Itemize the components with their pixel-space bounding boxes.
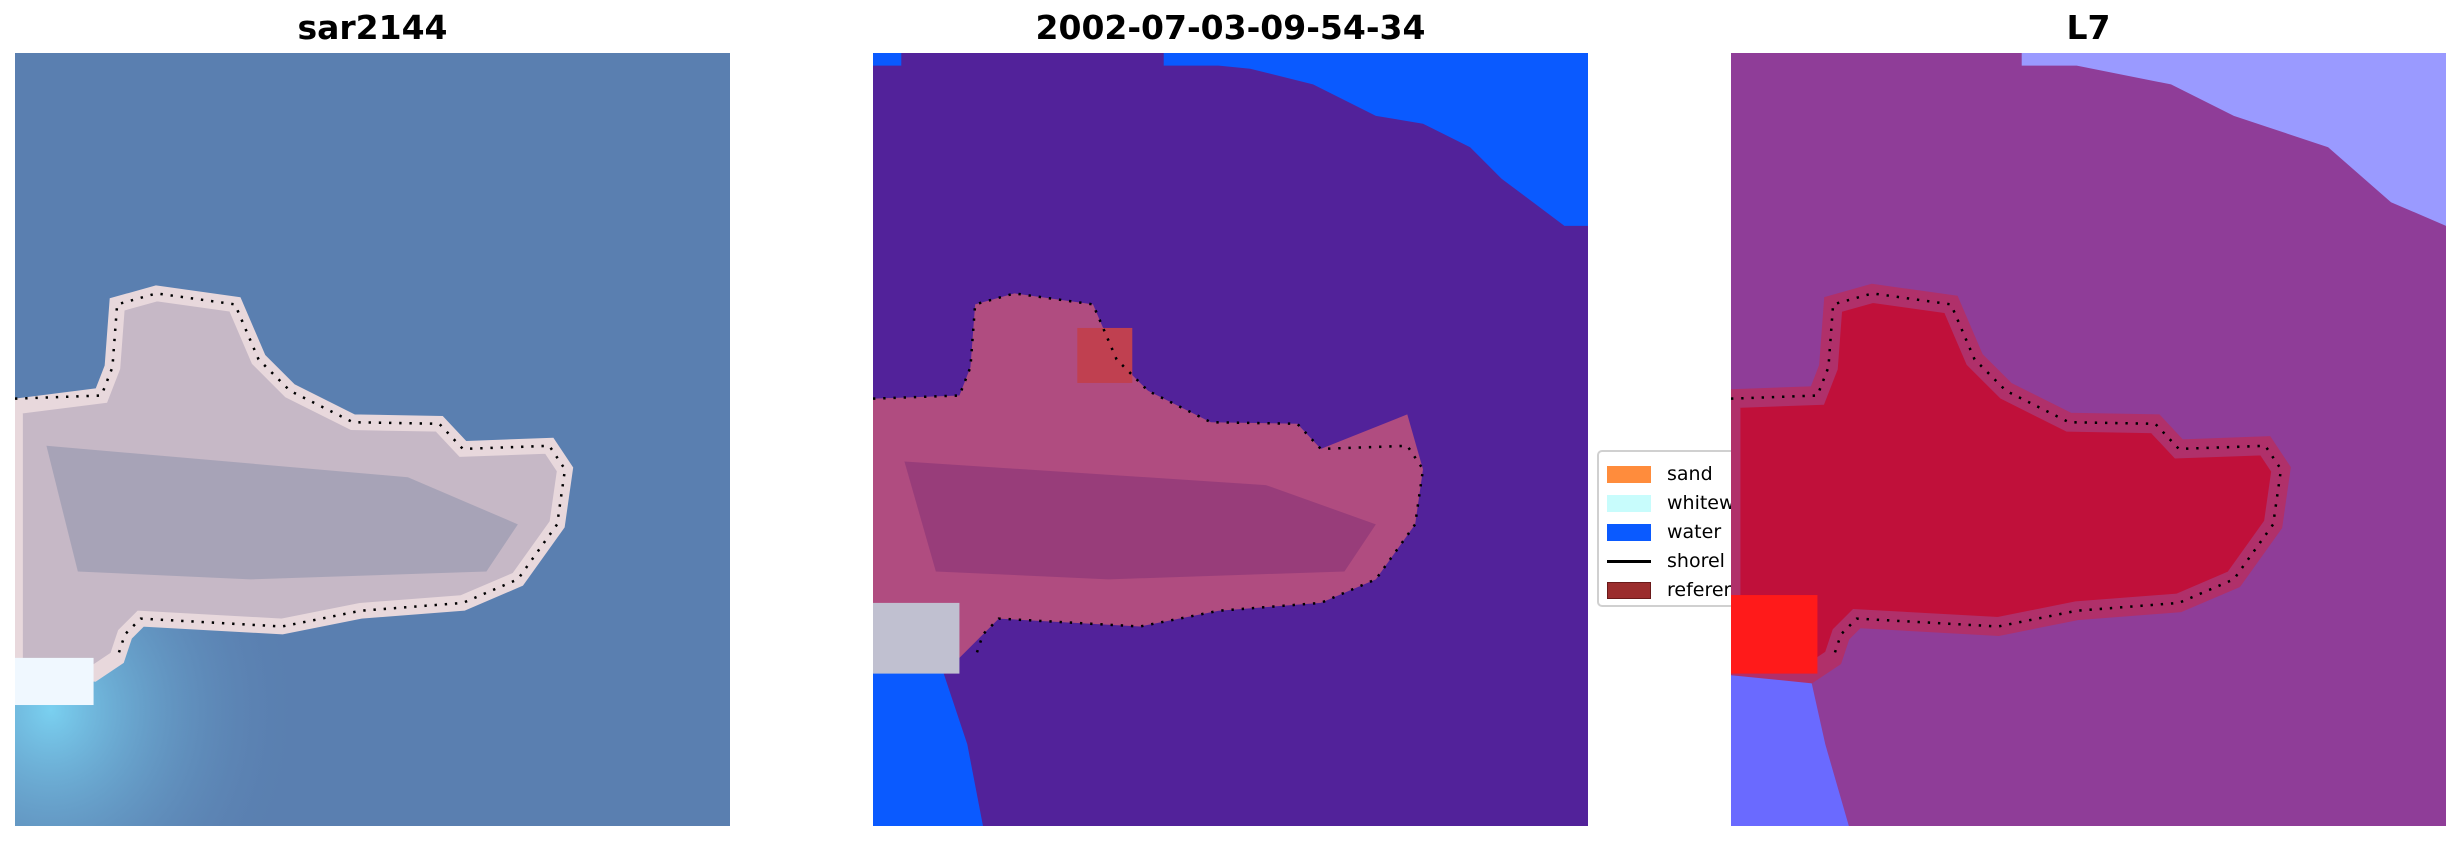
water-region — [2021, 53, 2446, 226]
legend-label: shorel — [1667, 550, 1725, 572]
probability-image-panel — [1731, 53, 2446, 826]
sand-swatch — [1607, 465, 1651, 483]
panel-title-classified: 2002-07-03-09-54-34 — [1035, 8, 1426, 47]
panel-title-rgb: sar2144 — [297, 8, 448, 47]
shoreline-swatch — [1607, 559, 1651, 563]
legend-item-shoreline: shorel — [1607, 549, 1725, 573]
legend-label: whitew — [1667, 492, 1735, 514]
legend-label: water — [1667, 521, 1722, 543]
legend-item-whitewater: whitew — [1607, 491, 1735, 515]
reference-swatch — [1607, 581, 1651, 599]
legend-item-sand: sand — [1607, 462, 1713, 486]
legend-label: referer — [1667, 579, 1732, 601]
legend-item-reference: referer — [1607, 578, 1731, 602]
legend-item-water: water — [1607, 520, 1721, 544]
water-region — [1163, 53, 1588, 226]
classified-image-panel — [873, 53, 1588, 826]
water-region — [873, 650, 983, 826]
panel-title-probability: L7 — [2066, 8, 2111, 47]
whitewater-swatch — [1607, 494, 1651, 512]
legend-label: sand — [1667, 463, 1713, 485]
rgb-image-panel — [15, 53, 730, 826]
water-swatch — [1607, 523, 1651, 541]
